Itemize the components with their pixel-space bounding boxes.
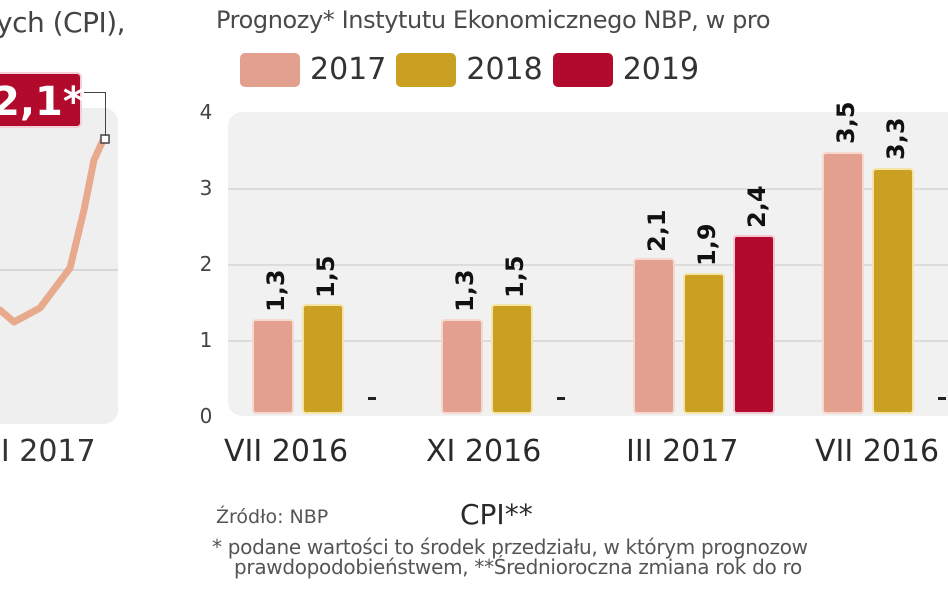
bar-value-label: 1,5 <box>501 255 529 298</box>
x-label-xi-2016: XI 2016 <box>426 434 542 469</box>
legend-swatch-2019 <box>552 52 613 87</box>
bar-iii2017-2018 <box>683 273 725 414</box>
chart-legend: 2017 2018 2019 <box>240 52 709 87</box>
bar-xi2016-2017 <box>441 319 483 414</box>
footnote: * podane wartości to środek przedziału, … <box>212 537 808 577</box>
chart-title: Prognozy* Instytutu Ekonomicznego NBP, w… <box>216 6 771 34</box>
missing-value-marker <box>557 397 565 400</box>
gridline-2 <box>228 264 948 266</box>
bar-iii2017-2017 <box>633 258 675 414</box>
bar-vii2016-2018 <box>302 304 344 414</box>
y-tick-0: 0 <box>199 404 213 428</box>
missing-value-marker <box>938 397 946 400</box>
callout-value-badge: 2,1* <box>0 72 84 128</box>
legend-label: 2017 <box>310 52 387 87</box>
legend-label: 2019 <box>622 52 700 87</box>
legend-item-2017: 2017 <box>240 52 386 87</box>
bar-xi2016-2018 <box>491 304 533 414</box>
gridline-1 <box>228 340 948 342</box>
x-axis-group-label: CPI** <box>460 498 533 531</box>
callout-connector-vertical <box>105 92 106 136</box>
left-chart-gridline <box>0 269 118 271</box>
gridline-3 <box>228 188 948 190</box>
left-chart-title: ych (CPI), <box>0 6 126 39</box>
y-tick-3: 3 <box>199 176 213 200</box>
y-tick-1: 1 <box>199 328 213 352</box>
bar-value-label: 2,1 <box>643 209 671 252</box>
legend-swatch-2018 <box>396 52 457 87</box>
left-chart-plot-area <box>0 108 118 424</box>
x-label-iii-2017: III 2017 <box>626 434 739 469</box>
legend-item-2019: 2019 <box>552 52 700 87</box>
legend-label: 2018 <box>466 52 543 87</box>
source-note: Źródło: NBP <box>216 506 329 528</box>
bar-iii2017-2019 <box>733 235 775 414</box>
x-label-vii-2016: VII 2016 <box>224 434 349 469</box>
bar-value-label: 1,5 <box>312 255 340 298</box>
bar-value-label: 3,5 <box>832 101 860 144</box>
footnote-line-1: * podane wartości to środek przedziału, … <box>212 535 808 559</box>
bar-value-label: 1,3 <box>451 269 479 312</box>
legend-item-2018: 2018 <box>396 52 543 87</box>
legend-swatch-2017 <box>240 52 300 87</box>
left-chart-x-label: II 2017 <box>0 434 96 469</box>
missing-value-marker <box>368 397 376 400</box>
bar-vii2016-2017 <box>252 319 294 414</box>
y-tick-4: 4 <box>199 100 213 124</box>
left-chart-line <box>0 134 110 326</box>
y-tick-2: 2 <box>199 252 213 276</box>
x-label-vii-2016-b: VII 2016 <box>815 434 940 469</box>
bar-value-label: 1,3 <box>262 269 290 312</box>
callout-connector-horizontal <box>84 92 106 93</box>
bar-vii2016b-2018 <box>872 168 914 414</box>
line-end-marker-icon <box>100 134 110 144</box>
bar-value-label: 1,9 <box>693 223 721 266</box>
footnote-line-2: prawdopodobieństwem, **Średnioroczna zmi… <box>234 555 802 579</box>
bar-value-label: 3,3 <box>882 117 910 160</box>
bar-value-label: 2,4 <box>743 185 771 228</box>
bar-vii2016b-2017 <box>822 152 864 414</box>
